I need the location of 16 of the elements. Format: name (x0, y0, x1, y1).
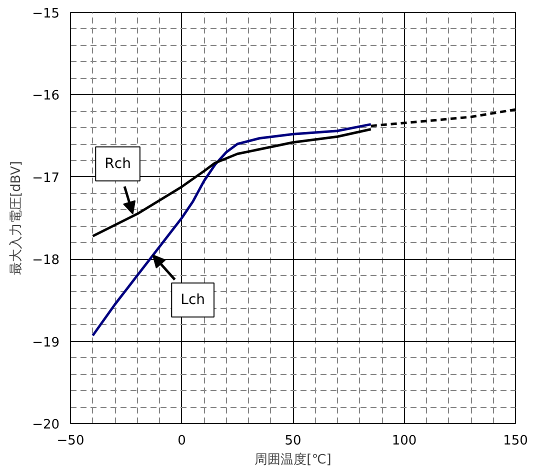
x-tick-label: 0 (178, 434, 186, 448)
x-tick-label: −50 (56, 434, 84, 448)
y-axis-title: 最大入力電圧[dBV] (9, 161, 24, 275)
y-tick-label: −20 (32, 418, 60, 432)
x-tick-label: 150 (503, 434, 528, 448)
y-tick-label: −17 (32, 170, 60, 186)
y-tick-label: −19 (32, 335, 60, 350)
y-tick-label: −16 (32, 88, 60, 104)
x-tick-label: 100 (392, 434, 417, 448)
line-series (92, 123, 372, 337)
annotation: Lch (180, 292, 206, 308)
annotation: Rch (104, 156, 131, 172)
x-tick-label: 50 (284, 434, 302, 448)
y-tick-label: −15 (32, 6, 60, 22)
x-axis-title: 周囲温度[℃] (254, 452, 332, 468)
y-tick-label: −18 (32, 253, 60, 268)
